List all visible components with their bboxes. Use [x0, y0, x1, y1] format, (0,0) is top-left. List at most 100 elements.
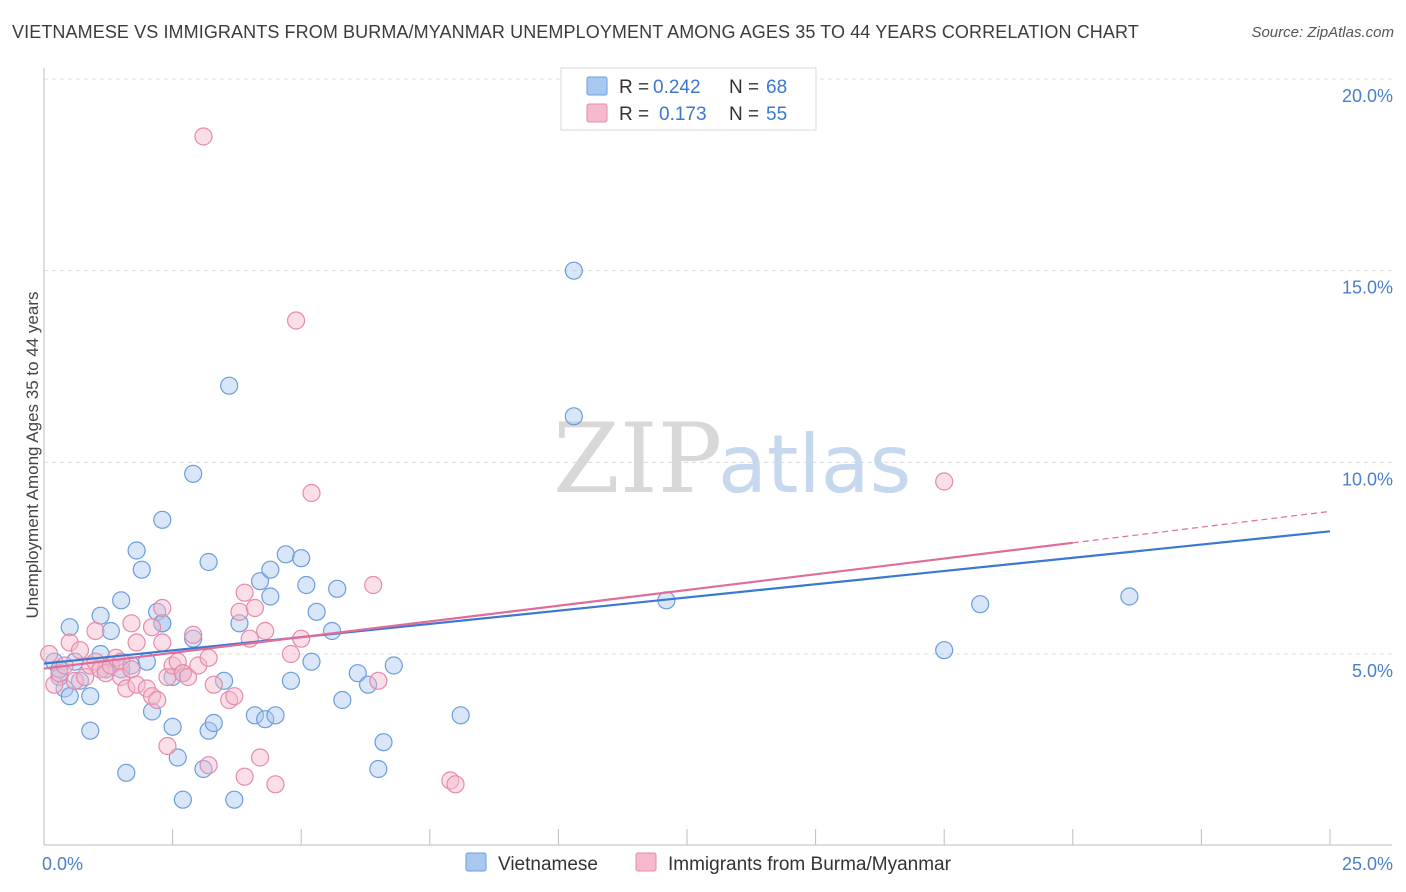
point-burma	[245, 598, 265, 618]
point-burma	[184, 625, 203, 644]
point-vietnamese	[564, 261, 583, 280]
point-burma	[235, 583, 254, 602]
legend-swatch	[586, 103, 608, 123]
point-vietnamese	[168, 748, 187, 767]
y-tick-label: 15.0%	[1342, 278, 1393, 298]
point-vietnamese	[60, 618, 79, 637]
data-points	[40, 127, 1139, 809]
point-burma	[230, 602, 249, 621]
grid	[44, 78, 1392, 655]
point-vietnamese	[127, 541, 146, 560]
point-burma	[225, 687, 244, 706]
point-burma	[369, 671, 388, 690]
point-vietnamese	[333, 690, 352, 710]
legend-n-label: N =	[729, 104, 759, 125]
point-burma	[40, 644, 59, 664]
point-vietnamese	[60, 687, 79, 706]
point-vietnamese	[307, 602, 326, 621]
y-tick-label: 10.0%	[1342, 469, 1393, 489]
point-burma	[45, 675, 64, 694]
legend-r-label: R =	[619, 77, 649, 98]
point-vietnamese	[153, 614, 172, 633]
point-vietnamese	[250, 572, 270, 591]
point-burma	[199, 756, 218, 775]
bottom-legend-swatch-vietnamese	[465, 852, 487, 872]
point-vietnamese	[199, 552, 218, 572]
point-burma	[199, 648, 218, 667]
point-burma	[76, 667, 95, 687]
chart-title: VIETNAMESE VS IMMIGRANTS FROM BURMA/MYAN…	[12, 22, 1139, 42]
point-vietnamese	[142, 702, 162, 721]
point-vietnamese	[564, 407, 583, 426]
point-burma	[127, 633, 146, 652]
bottom-legend-swatch-burma	[635, 852, 657, 872]
point-vietnamese	[117, 763, 136, 782]
point-vietnamese	[971, 595, 990, 614]
point-vietnamese	[322, 621, 342, 641]
point-vietnamese	[245, 706, 265, 725]
point-burma	[153, 598, 172, 618]
point-burma	[446, 775, 465, 794]
point-vietnamese	[91, 606, 110, 625]
y-tick-label: 5.0%	[1352, 661, 1393, 681]
point-vietnamese	[261, 560, 280, 579]
legend: R = 0.242 N = 68 R = 0.173 N = 55	[560, 67, 817, 131]
point-burma	[935, 472, 954, 491]
point-burma	[127, 675, 146, 694]
point-vietnamese	[81, 721, 100, 740]
point-vietnamese	[281, 671, 301, 690]
point-burma	[364, 575, 383, 595]
point-vietnamese	[1120, 587, 1139, 606]
x-tick-label: 0.0%	[42, 854, 83, 874]
point-vietnamese	[184, 464, 203, 483]
point-vietnamese	[369, 759, 388, 779]
point-burma	[142, 618, 162, 637]
point-vietnamese	[261, 587, 280, 606]
point-burma	[235, 767, 254, 786]
point-burma	[86, 621, 105, 641]
point-burma	[122, 660, 141, 679]
legend-r-value: 0.173	[659, 104, 707, 125]
y-axis-label: Unemployment Among Ages 35 to 44 years	[23, 292, 42, 619]
point-vietnamese	[935, 641, 954, 660]
point-burma	[70, 641, 90, 660]
point-vietnamese	[81, 687, 100, 706]
trend-burma	[43, 541, 1073, 670]
point-vietnamese	[328, 579, 347, 598]
point-vietnamese	[292, 549, 311, 568]
point-burma	[194, 127, 213, 146]
point-burma	[112, 667, 131, 687]
point-vietnamese	[348, 664, 367, 683]
legend-n-value: 55	[766, 104, 787, 125]
bottom-legend-label-burma: Immigrants from Burma/Myanmar	[668, 854, 952, 875]
trend-burma-extension	[1072, 510, 1331, 544]
point-vietnamese	[214, 671, 234, 690]
point-vietnamese	[384, 656, 403, 675]
point-vietnamese	[101, 621, 120, 641]
point-vietnamese	[358, 675, 378, 694]
point-burma	[112, 652, 131, 671]
point-vietnamese	[132, 560, 151, 579]
point-burma	[204, 675, 223, 694]
point-burma	[122, 614, 141, 633]
point-vietnamese	[225, 790, 244, 809]
point-burma	[65, 671, 84, 690]
point-vietnamese	[112, 591, 131, 610]
point-vietnamese	[374, 733, 393, 752]
x-tick-label: 25.0%	[1342, 854, 1393, 874]
point-vietnamese	[276, 545, 295, 564]
axes: 5.0% 10.0% 15.0% 20.0% 0.0% 25.0% Unemployment…	[23, 68, 1393, 874]
source-label: Source: ZipAtlas.com	[1251, 24, 1394, 41]
point-burma	[148, 690, 167, 710]
point-burma	[302, 483, 321, 503]
point-burma	[266, 775, 285, 794]
point-burma	[117, 679, 136, 698]
point-vietnamese	[297, 575, 316, 595]
legend-n-label: N =	[729, 77, 759, 98]
point-burma	[153, 633, 172, 652]
legend-r-label: R =	[619, 104, 649, 125]
point-vietnamese	[204, 713, 223, 733]
y-tick-label: 20.0%	[1342, 86, 1393, 106]
point-vietnamese	[302, 652, 321, 671]
